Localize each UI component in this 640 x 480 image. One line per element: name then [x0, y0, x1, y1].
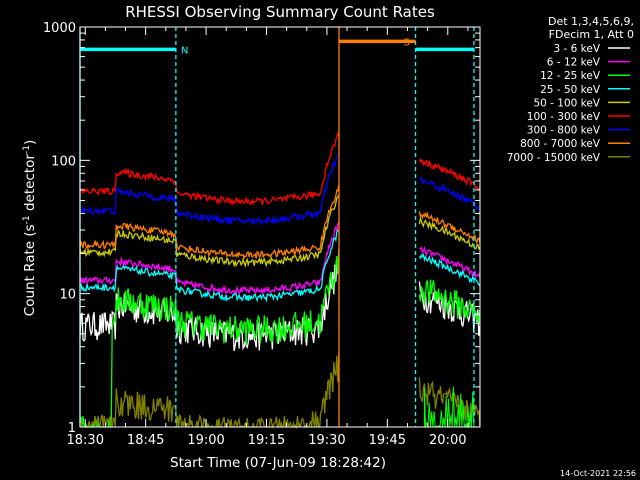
legend-label-8: 7000 - 15000 keV: [507, 152, 601, 164]
series-line-green-spikes: [423, 386, 475, 429]
legend-label-1: 6 - 12 keV: [547, 57, 601, 69]
series-line-2: [79, 248, 481, 428]
series-line-6: [79, 152, 481, 227]
legend-header-line-1: Det 1,3,4,5,6,9,: [548, 15, 634, 28]
series-line-1: [79, 221, 481, 296]
legend-item-6: 300 - 800 keV: [527, 125, 630, 137]
legend-label-3: 25 - 50 keV: [540, 84, 601, 96]
legend-item-1: 6 - 12 keV: [547, 57, 630, 69]
flag-label-1: S: [404, 37, 410, 48]
series-line-7: [79, 184, 481, 260]
y-tick-label-0: 1: [68, 421, 76, 436]
footer-date: 14-Oct-2021 22:56: [560, 469, 636, 478]
y-axis-label: Count Rate (s-1 detector-1): [22, 140, 38, 316]
legend-label-7: 800 - 7000 keV: [520, 138, 601, 150]
legend-item-7: 800 - 7000 keV: [520, 138, 630, 150]
flag-label-0: N: [181, 45, 188, 56]
x-tick-label-0: 18:30: [67, 433, 104, 448]
x-tick-label-2: 19:00: [187, 433, 224, 448]
plot-area: N S 1 10 100 1000 18:30 18:45 19:00 19:15 19:30 19:…: [43, 21, 481, 448]
legend-item-0: 3 - 6 keV: [553, 43, 630, 55]
legend-label-4: 50 - 100 keV: [533, 97, 600, 109]
legend-item-8: 7000 - 15000 keV: [507, 152, 630, 164]
legend: Det 1,3,4,5,6,9, FDecim 1, Att 0 3 - 6 k…: [507, 15, 634, 164]
legend-item-3: 25 - 50 keV: [540, 84, 630, 96]
legend-item-4: 50 - 100 keV: [533, 97, 630, 109]
x-tick-label-5: 19:45: [369, 433, 406, 448]
y-tick-label-1: 10: [59, 288, 76, 303]
legend-header-line-2: FDecim 1, Att 0: [549, 28, 634, 41]
x-tick-label-1: 18:45: [127, 433, 164, 448]
series-line-4: [79, 194, 481, 268]
y-tick-label-3: 1000: [43, 21, 76, 36]
chart-title: RHESSI Observing Summary Count Rates: [125, 3, 435, 21]
plot-frame: [79, 26, 481, 428]
x-tick-label-6: 20:00: [429, 433, 466, 448]
legend-item-5: 100 - 300 keV: [527, 111, 630, 123]
series-line-3: [79, 229, 481, 303]
legend-label-5: 100 - 300 keV: [527, 111, 601, 123]
x-tick-label-3: 19:15: [248, 433, 285, 448]
series-line-5: [79, 131, 481, 207]
legend-label-6: 300 - 800 keV: [527, 125, 601, 137]
legend-label-0: 3 - 6 keV: [553, 43, 600, 55]
y-tick-label-2: 100: [51, 154, 76, 169]
x-axis-label: Start Time (07-Jun-09 18:28:42): [170, 455, 386, 471]
x-tick-label-4: 19:30: [308, 433, 345, 448]
legend-label-2: 12 - 25 keV: [540, 70, 601, 82]
legend-item-2: 12 - 25 keV: [540, 70, 630, 82]
